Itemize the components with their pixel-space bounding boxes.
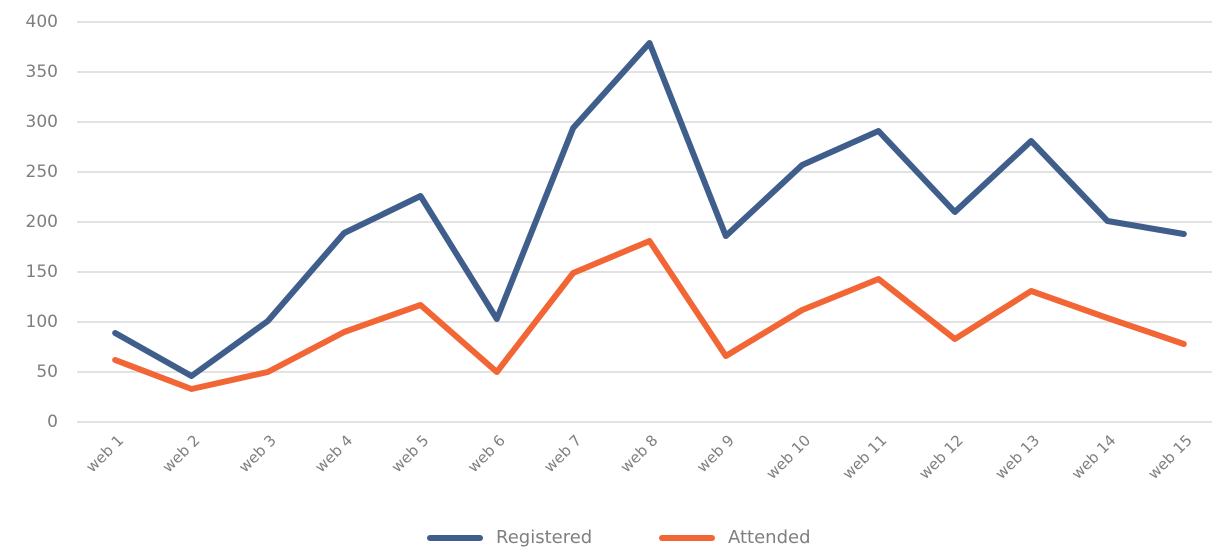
x-tick-label: web 2 [159,431,204,476]
legend-label: Registered [496,527,592,548]
x-tick-label: web 1 [82,431,127,476]
y-tick-label: 0 [47,412,58,432]
x-tick-label: web 15 [1144,431,1196,483]
y-tick-label: 300 [26,112,58,132]
x-tick-label: web 13 [992,431,1044,483]
x-tick-label: web 3 [235,431,280,476]
x-tick-label: web 14 [1068,431,1120,483]
y-tick-label: 250 [26,162,58,182]
y-tick-label: 100 [26,312,58,332]
y-tick-label: 150 [26,262,58,282]
x-tick-label: web 12 [915,431,967,483]
y-tick-label: 50 [36,362,58,382]
x-tick-label: web 6 [464,431,509,476]
x-tick-label: web 5 [388,431,433,476]
y-tick-label: 350 [26,62,58,82]
x-tick-label: web 7 [540,431,585,476]
line [112,40,1187,379]
legend-label: Attended [728,527,811,548]
y-tick-label: 200 [26,212,58,232]
x-tick-label: web 8 [617,431,662,476]
x-tick-label: web 9 [693,431,738,476]
x-tick-label: web 4 [311,431,356,476]
y-tick-label: 400 [26,12,58,32]
x-tick-label: web 11 [839,431,891,483]
x-tick-label: web 10 [763,431,815,483]
line [112,238,1187,392]
